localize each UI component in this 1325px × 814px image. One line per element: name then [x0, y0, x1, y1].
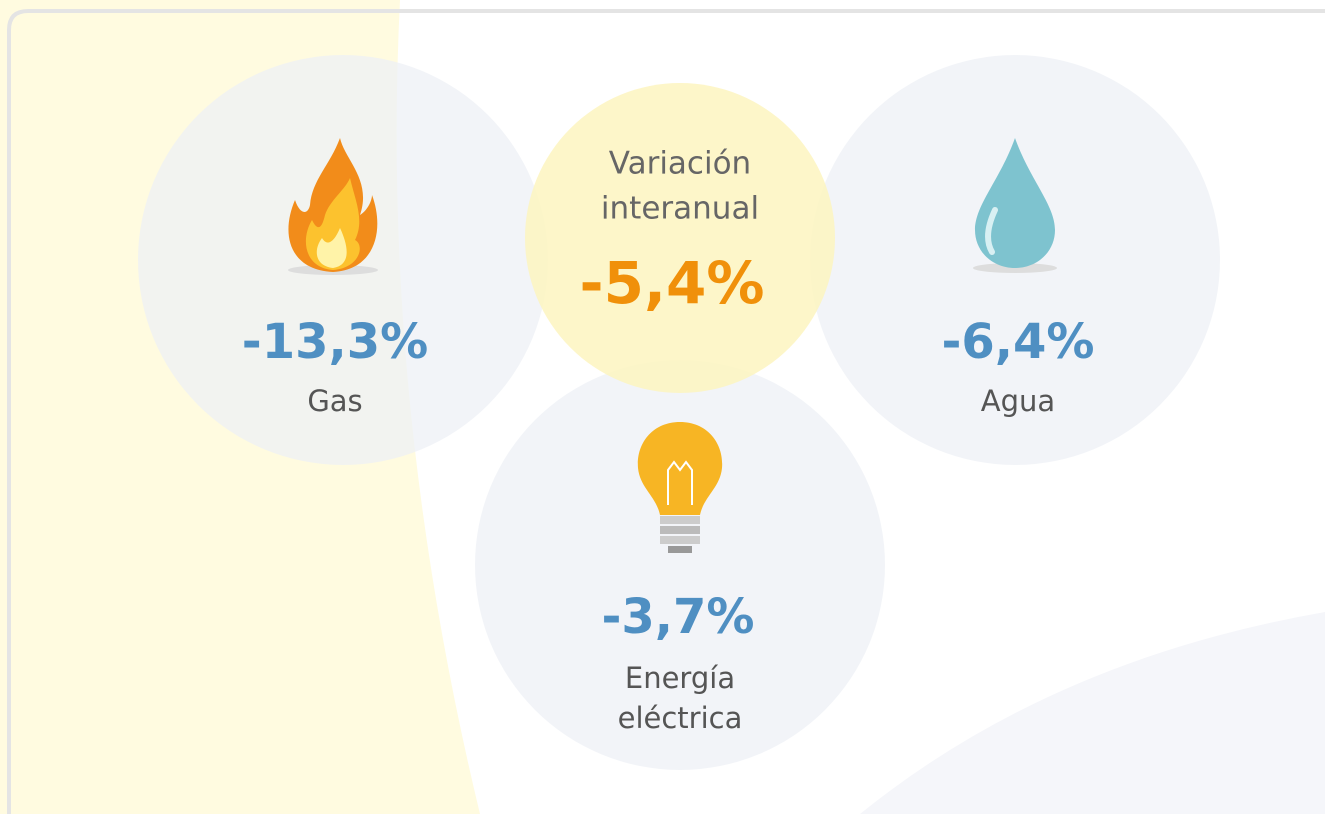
item-value: -13,3% [242, 314, 428, 370]
grey-backdrop [860, 612, 1325, 814]
item-value: -6,4% [941, 314, 1094, 370]
power-circle [475, 360, 885, 770]
item-label: Agua [981, 384, 1055, 418]
item-label: Energía [625, 661, 735, 695]
summary-title: Variación [609, 146, 751, 182]
bulb-icon [637, 422, 723, 553]
drop-icon [973, 138, 1057, 273]
item-label: eléctrica [618, 701, 743, 735]
flame-icon [288, 138, 378, 275]
item-value: -3,7% [601, 589, 754, 645]
summary-circle [525, 83, 835, 393]
frame [7, 9, 1325, 814]
summary-title: interanual [601, 191, 759, 227]
item-label: Gas [307, 384, 362, 418]
summary-value: -5,4% [580, 249, 765, 317]
